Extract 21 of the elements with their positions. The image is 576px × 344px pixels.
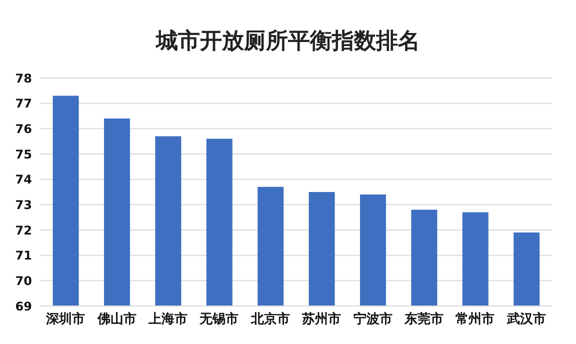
x-tick-label: 北京市	[250, 311, 290, 328]
y-tick-label: 74	[15, 172, 32, 187]
y-tick-label: 76	[15, 122, 32, 136]
x-tick-label: 深圳市	[45, 311, 86, 328]
x-tick-label: 武汉市	[506, 311, 546, 328]
y-tick-label: 78	[15, 71, 32, 86]
y-tick-label: 73	[15, 198, 32, 212]
y-tick-label: 75	[15, 147, 32, 162]
y-tick-label: 71	[15, 248, 32, 263]
x-tick-label: 苏州市	[301, 311, 342, 328]
chart-title: 城市开放厕所平衡指数排名	[154, 28, 421, 56]
y-tick-label: 69	[15, 299, 32, 314]
y-tick-label: 77	[15, 96, 32, 111]
y-tick-label: 70	[15, 274, 32, 288]
x-tick-label: 佛山市	[96, 311, 136, 328]
x-tick-label: 东莞市	[404, 311, 444, 328]
x-tick-label: 无锡市	[198, 311, 239, 328]
x-tick-label: 宁波市	[353, 311, 392, 328]
x-tick-label: 上海市	[148, 311, 188, 328]
y-tick-label: 72	[15, 223, 32, 238]
x-tick-label: 常州市	[456, 311, 495, 328]
